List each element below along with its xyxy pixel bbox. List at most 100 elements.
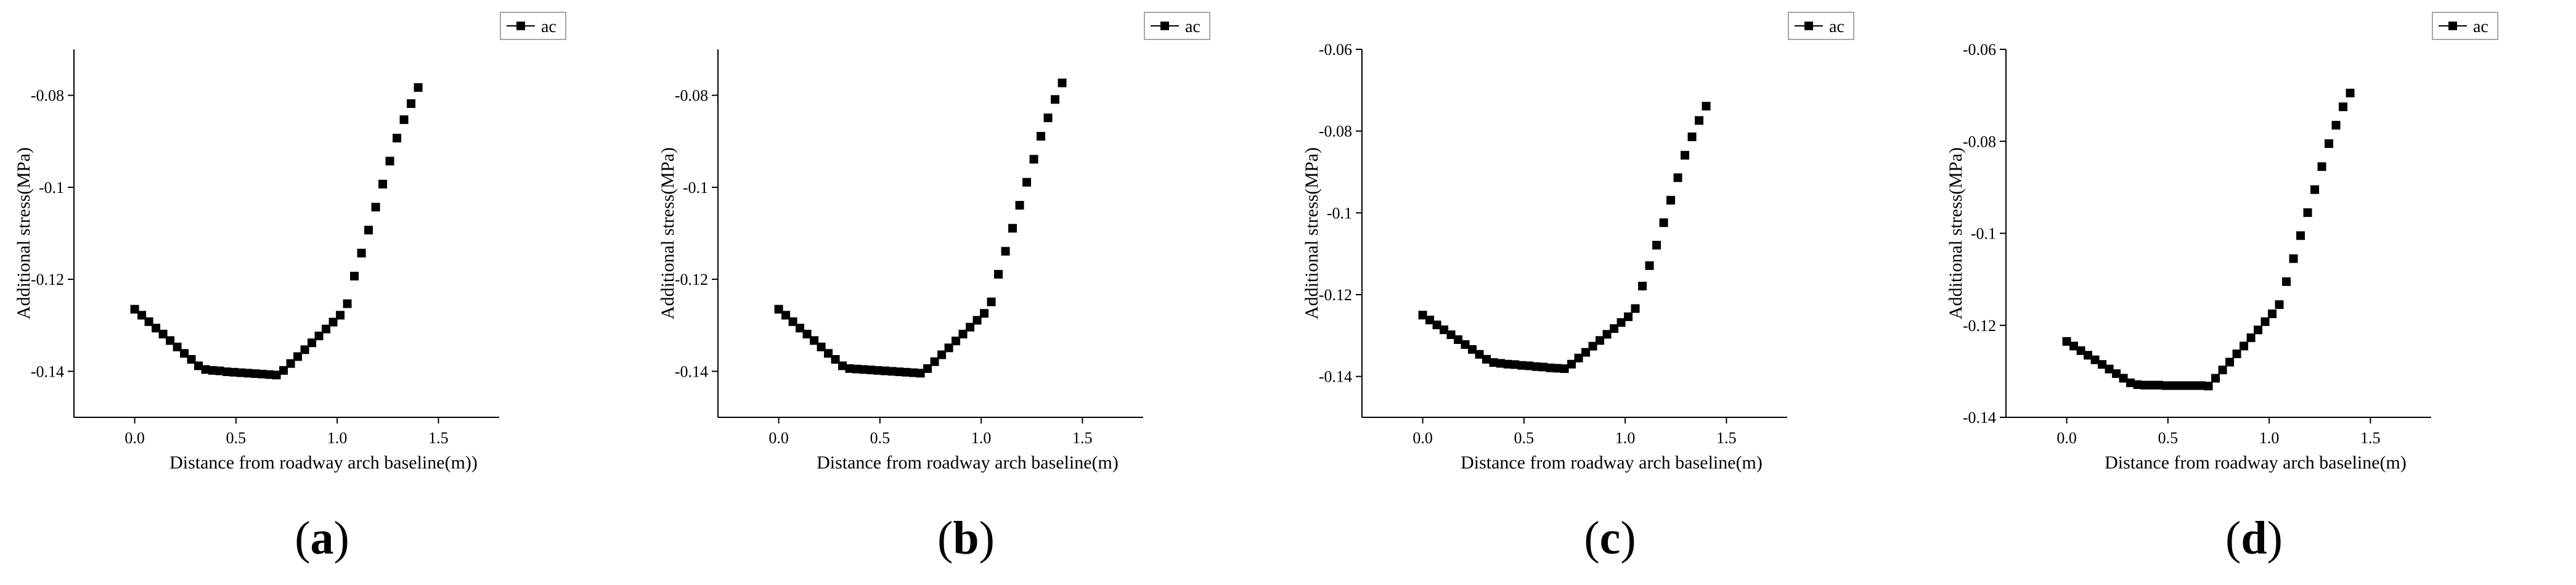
data-point [895, 367, 904, 377]
data-point [881, 366, 890, 375]
data-point [2282, 277, 2291, 286]
data-point [322, 324, 331, 333]
data-point [407, 99, 416, 108]
data-point [2133, 380, 2142, 390]
legend-label: ac [1829, 17, 1844, 36]
data-point [1525, 361, 1534, 370]
data-point [144, 317, 153, 326]
data-point [845, 364, 854, 373]
data-point [1616, 318, 1626, 327]
data-point [2240, 342, 2249, 351]
data-point [831, 354, 840, 364]
legend-marker [1804, 22, 1813, 30]
data-point [972, 316, 982, 325]
data-point [1574, 353, 1583, 362]
chart-b: 0.0 0.5 1.0 1.5 -0.14 -0.12 -0.1 -0.08 Distance … [658, 12, 1210, 473]
data-point [2169, 381, 2178, 390]
data-point [1517, 361, 1526, 370]
y-axis-title: Additional stress(MPa) [14, 147, 34, 319]
data-point [859, 365, 868, 374]
x-tick-label: 1.0 [327, 429, 348, 447]
data-point [2119, 374, 2128, 383]
data-point [1015, 200, 1024, 210]
data-point [916, 369, 925, 378]
data-point [2069, 342, 2079, 351]
data-point [2190, 381, 2199, 390]
data-point [2175, 381, 2185, 390]
data-point [2339, 102, 2348, 112]
x-tick-label: 0.5 [2158, 429, 2179, 447]
data-point [414, 83, 423, 92]
data-point [1602, 330, 1612, 339]
y-tick-label: -0.12 [31, 271, 64, 288]
data-point [2105, 364, 2114, 374]
panel-a: 0.0 0.5 1.0 1.5 -0.14 -0.12 -0.1 -0.08 Distance … [0, 0, 644, 585]
chart-a: 0.0 0.5 1.0 1.5 -0.14 -0.12 -0.1 -0.08 Distance … [14, 12, 566, 473]
data-point [930, 357, 939, 366]
data-point [1022, 178, 1032, 187]
data-point [1029, 155, 1038, 164]
data-point [286, 359, 295, 368]
data-point [336, 311, 345, 320]
data-point [2084, 351, 2093, 360]
caption-a: (a) [295, 512, 349, 564]
legend-marker [516, 22, 525, 30]
data-point [399, 115, 409, 125]
x-tick-label: 0.5 [226, 429, 247, 447]
data-point [824, 349, 833, 358]
data-point [201, 365, 210, 374]
legend: ac [1144, 12, 1210, 40]
data-point [180, 349, 189, 358]
data-point [350, 271, 359, 280]
chart-c: 0.0 0.5 1.0 1.5 -0.14 -0.12 -0.1 -0.08 -0.06 Dist… [1302, 12, 1854, 473]
data-point [378, 179, 388, 189]
y-tick-label: -0.12 [675, 271, 708, 288]
data-point [166, 336, 175, 345]
y-tick-label: -0.14 [1319, 368, 1352, 386]
data-point [2346, 88, 2355, 97]
data-point [1531, 362, 1541, 371]
data-point [902, 367, 911, 377]
y-tick-label: -0.14 [1963, 409, 1996, 427]
data-point [2154, 380, 2164, 390]
y-tick-label: -0.12 [1963, 317, 1996, 335]
data-point [1043, 113, 1053, 123]
y-axis-title: Additional stress(MPa) [658, 147, 678, 319]
data-point [802, 329, 812, 338]
data-point [158, 329, 168, 338]
data-point [1588, 342, 1597, 351]
data-point [788, 317, 797, 326]
data-point [251, 369, 260, 378]
data-point [2317, 162, 2326, 171]
data-point [2289, 254, 2298, 263]
data-point [958, 329, 968, 338]
data-point [173, 342, 182, 351]
data-point [2211, 374, 2220, 383]
data-point [781, 311, 791, 320]
x-tick-label: 0.5 [1514, 429, 1535, 447]
y-tick-label: -0.14 [675, 362, 708, 380]
y-tick-label: -0.06 [1319, 41, 1352, 59]
data-point [357, 248, 366, 258]
caption-c: (c) [1584, 512, 1636, 564]
legend-label: ac [541, 17, 556, 36]
legend-marker [2448, 22, 2457, 30]
data-point [1695, 116, 1704, 125]
data-point [937, 350, 947, 359]
data-point [152, 324, 161, 333]
data-point [866, 366, 876, 375]
data-point [308, 338, 317, 348]
data-point [1659, 218, 1668, 227]
data-point [2275, 300, 2284, 309]
x-tick-label: 1.0 [2259, 429, 2280, 447]
y-axis-title: Additional stress(MPa) [1302, 147, 1322, 319]
data-point [208, 366, 218, 375]
data-point [2260, 317, 2270, 326]
data-point [1468, 345, 1477, 354]
data-point [1510, 360, 1520, 369]
x-tick-label: 1.5 [1716, 429, 1737, 447]
data-point [371, 202, 380, 211]
data-point [1539, 362, 1548, 372]
y-tick-label: -0.08 [675, 87, 708, 105]
caption-label-b: b [953, 512, 979, 564]
